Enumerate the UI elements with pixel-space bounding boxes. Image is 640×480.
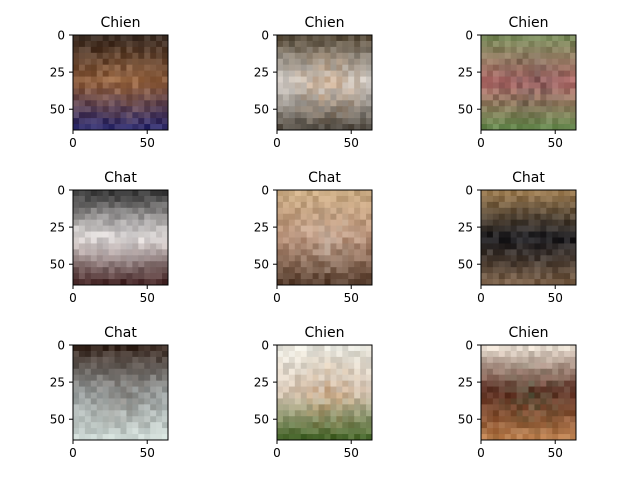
y-tick-label: 50 [50, 413, 65, 427]
y-tick-label: 0 [261, 184, 269, 198]
subplot-title: Chien [304, 15, 344, 31]
y-tick-label: 50 [50, 258, 65, 272]
y-tick-label: 25 [254, 66, 269, 80]
axes-frame [72, 189, 169, 286]
subplot-3: Chien 0 50 0 25 50 [458, 15, 577, 150]
x-tick-label: 0 [273, 291, 281, 305]
axes-frame [480, 189, 577, 286]
x-tick-label: 0 [69, 291, 77, 305]
subplot-7: Chat 0 50 0 25 50 [50, 325, 169, 460]
y-tick-label: 25 [458, 376, 473, 390]
x-tick-label: 0 [69, 446, 77, 460]
axes-frame [276, 34, 373, 131]
x-tick-label: 50 [548, 446, 563, 460]
y-tick-label: 25 [50, 221, 65, 235]
subplot-2: Chien 0 50 0 25 50 [254, 15, 373, 150]
y-tick-label: 0 [57, 29, 65, 43]
x-tick-label: 0 [477, 291, 485, 305]
y-tick-label: 25 [254, 221, 269, 235]
x-tick-label: 0 [69, 136, 77, 150]
image-thumbnail [73, 190, 168, 285]
subplot-6: Chat 0 50 0 25 50 [458, 170, 577, 305]
image-thumbnail [277, 345, 372, 440]
x-tick-label: 50 [548, 136, 563, 150]
image-thumbnail [73, 35, 168, 130]
axes-frame [72, 34, 169, 131]
x-tick-label: 50 [140, 446, 155, 460]
y-tick-label: 50 [50, 103, 65, 117]
subplot-title: Chien [508, 15, 548, 31]
subplot-5: Chat 0 50 0 25 50 [254, 170, 373, 305]
subplot-4: Chat 0 50 0 25 50 [50, 170, 169, 305]
subplot-9: Chien 0 50 0 25 50 [458, 325, 577, 460]
y-tick-label: 0 [57, 339, 65, 353]
image-thumbnail [277, 35, 372, 130]
axes-frame [276, 344, 373, 441]
image-thumbnail [73, 345, 168, 440]
y-tick-label: 0 [465, 184, 473, 198]
subplot-title: Chien [100, 15, 140, 31]
y-tick-label: 0 [261, 29, 269, 43]
image-thumbnail [277, 190, 372, 285]
subplot-title: Chien [508, 325, 548, 341]
x-tick-label: 0 [477, 136, 485, 150]
subplot-title: Chien [304, 325, 344, 341]
image-thumbnail [481, 345, 576, 440]
y-tick-label: 25 [458, 66, 473, 80]
subplot-title: Chat [104, 325, 137, 341]
x-tick-label: 50 [344, 446, 359, 460]
axes-frame [480, 34, 577, 131]
axes-frame [480, 344, 577, 441]
y-tick-label: 50 [458, 103, 473, 117]
subplot-8: Chien 0 50 0 25 50 [254, 325, 373, 460]
y-tick-label: 25 [458, 221, 473, 235]
y-tick-label: 0 [465, 29, 473, 43]
y-tick-label: 0 [57, 184, 65, 198]
y-tick-label: 50 [254, 413, 269, 427]
y-tick-label: 25 [254, 376, 269, 390]
y-tick-label: 50 [458, 258, 473, 272]
x-tick-label: 0 [477, 446, 485, 460]
y-tick-label: 0 [465, 339, 473, 353]
y-tick-label: 25 [50, 376, 65, 390]
subplot-title: Chat [104, 170, 137, 186]
x-tick-label: 50 [140, 136, 155, 150]
y-tick-label: 50 [458, 413, 473, 427]
x-tick-label: 50 [344, 136, 359, 150]
x-tick-label: 50 [548, 291, 563, 305]
y-tick-label: 50 [254, 258, 269, 272]
image-thumbnail [481, 190, 576, 285]
axes-frame [276, 189, 373, 286]
y-tick-label: 0 [261, 339, 269, 353]
axes-frame [72, 344, 169, 441]
x-tick-label: 0 [273, 136, 281, 150]
image-thumbnail [481, 35, 576, 130]
subplot-title: Chat [512, 170, 545, 186]
x-tick-label: 50 [344, 291, 359, 305]
subplot-title: Chat [308, 170, 341, 186]
y-tick-label: 50 [254, 103, 269, 117]
subplot-1: Chien 0 50 0 25 50 [50, 15, 169, 150]
y-tick-label: 25 [50, 66, 65, 80]
x-tick-label: 0 [273, 446, 281, 460]
x-tick-label: 50 [140, 291, 155, 305]
